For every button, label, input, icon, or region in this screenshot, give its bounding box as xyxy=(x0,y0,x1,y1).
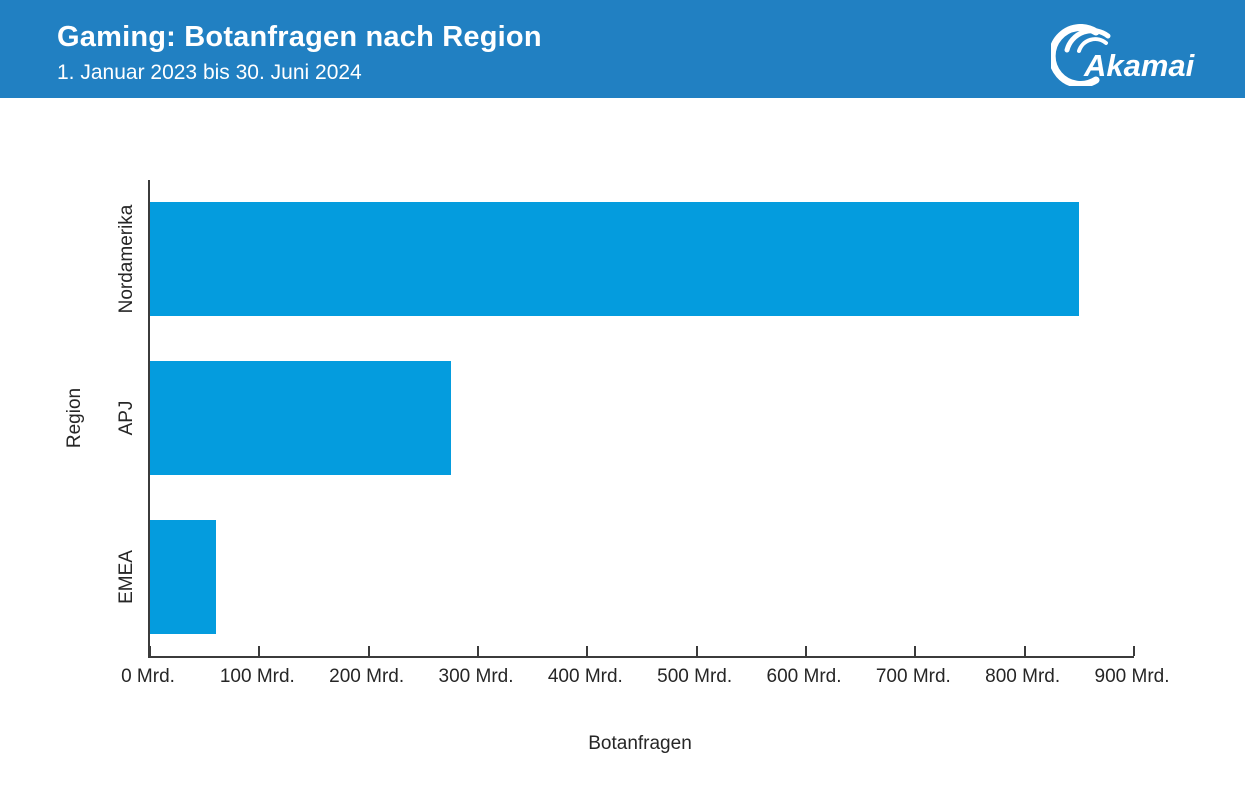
akamai-logo: Akamai xyxy=(1051,24,1196,86)
akamai-crescent-icon xyxy=(1051,24,1111,86)
x-tick-label: 300 Mrd. xyxy=(438,666,514,687)
page-title: Gaming: Botanfragen nach Region xyxy=(57,21,542,53)
x-tick-label: 0 Mrd. xyxy=(121,666,175,687)
y-tick-label-apj: APJ xyxy=(116,400,137,436)
x-tick-label: 800 Mrd. xyxy=(985,666,1061,687)
x-tick-label: 400 Mrd. xyxy=(547,666,623,687)
x-tick-mark xyxy=(1133,646,1135,656)
x-tick-mark xyxy=(695,646,698,656)
y-tick-label-nordamerika: Nordamerika xyxy=(116,204,137,314)
x-tick-mark xyxy=(149,646,151,656)
y-tick-label-emea: EMEA xyxy=(116,549,137,604)
x-tick-label: 500 Mrd. xyxy=(657,666,733,687)
x-tick-label: 200 Mrd. xyxy=(329,666,405,687)
x-tick-mark xyxy=(586,646,589,656)
x-tick-label: 600 Mrd. xyxy=(766,666,842,687)
x-tick-label: 700 Mrd. xyxy=(875,666,951,687)
akamai-wordmark: Akamai xyxy=(1083,48,1196,83)
bar-apj xyxy=(150,361,451,475)
y-axis-title: Region xyxy=(64,387,85,449)
bar-emea xyxy=(150,519,216,634)
x-tick-mark xyxy=(1023,646,1026,656)
plot-area xyxy=(148,180,1135,658)
x-axis-title: Botanfragen xyxy=(588,733,692,754)
report-date-range: 1. Januar 2023 bis 30. Juni 2024 xyxy=(57,61,362,84)
x-tick-label: 100 Mrd. xyxy=(219,666,295,687)
x-tick-mark xyxy=(805,646,807,656)
x-tick-label: 900 Mrd. xyxy=(1094,666,1170,687)
x-tick-mark xyxy=(367,646,370,656)
bar-nordamerika xyxy=(150,202,1080,317)
x-tick-mark xyxy=(914,646,917,656)
x-tick-mark xyxy=(258,646,261,656)
report-header: Gaming: Botanfragen nach Region 1. Janua… xyxy=(0,0,1245,98)
x-tick-mark xyxy=(477,646,479,656)
